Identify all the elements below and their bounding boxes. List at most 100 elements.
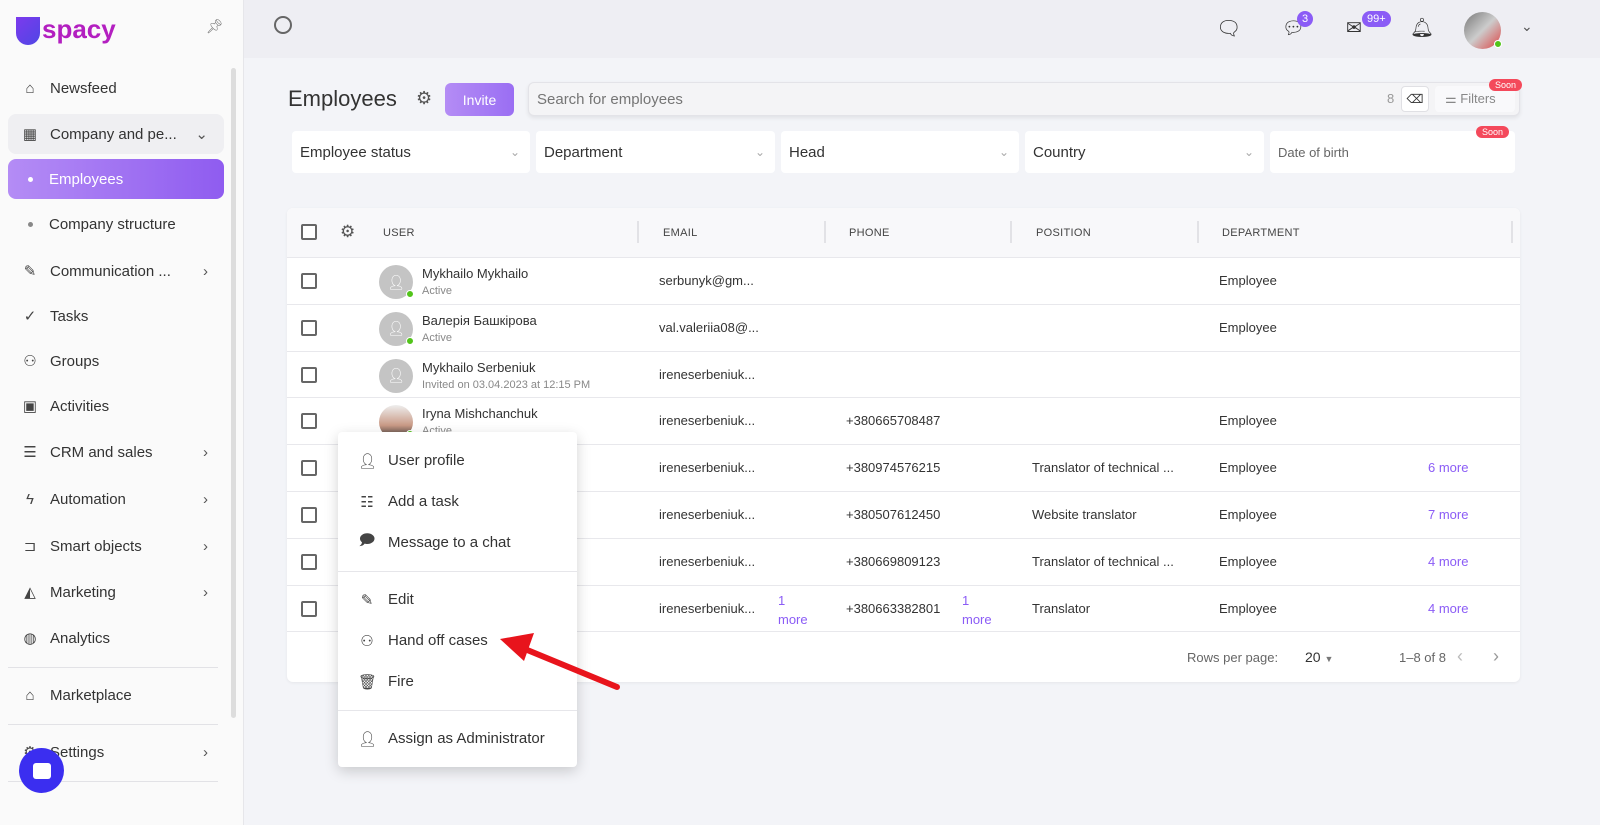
row-checkbox[interactable]	[301, 600, 317, 617]
user-name[interactable]: Mykhailo Serbeniuk	[422, 359, 536, 375]
sidebar-item-smart-objects[interactable]: ⊐ Smart objects ›	[8, 526, 224, 566]
check-circle-icon: ✓	[23, 308, 37, 325]
search-input[interactable]	[537, 89, 1367, 109]
table-row[interactable]: 👤︎ Mykhailo Serbeniuk Invited on 03.04.2…	[287, 350, 1520, 398]
phone-cell: +380663382801	[846, 600, 941, 616]
prev-page-button[interactable]: ‹	[1457, 646, 1463, 666]
avatar[interactable]: 👤︎	[379, 311, 414, 346]
user-avatar[interactable]	[1464, 12, 1502, 49]
table-row[interactable]: 👤︎ Валерія Башкірова Active val.valeriia0…	[287, 303, 1520, 351]
mail-icon[interactable]: ✉︎	[1346, 18, 1362, 39]
user-name[interactable]: Mykhailo Mykhailo	[422, 266, 529, 281]
support-chat-button[interactable]	[19, 748, 64, 793]
user-name[interactable]: Валерія Башкірова	[422, 312, 537, 328]
sidebar-item-marketing[interactable]: ◭ Marketing ›	[8, 572, 224, 612]
divider	[8, 724, 218, 725]
chat-widget-icon	[32, 762, 51, 779]
row-checkbox[interactable]	[301, 273, 317, 289]
page-settings-gear-icon[interactable]: ⚙	[416, 88, 433, 108]
eraser-icon[interactable]: ⌫	[1401, 86, 1429, 112]
phone-cell: +380665708487	[846, 413, 941, 429]
menu-message-chat[interactable]: 🗩︎ Message to a chat	[338, 522, 577, 563]
table-row[interactable]: ireneserbeniuk... +380669809123 Translator…	[287, 537, 1520, 585]
table-row[interactable]: 👤︎ Mykhailo Mykhailo Active serbunyk@gm..…	[287, 257, 1520, 304]
column-resize[interactable]	[1197, 221, 1199, 243]
row-checkbox[interactable]	[301, 366, 317, 383]
department-more-link[interactable]: 4 more	[1428, 600, 1469, 616]
sidebar-item-tasks[interactable]: ✓ Tasks	[8, 296, 224, 336]
department-more-link[interactable]: 6 more	[1428, 460, 1469, 476]
menu-user-profile[interactable]: 👤︎ User profile	[358, 452, 465, 470]
table-row[interactable]: ireneserbeniuk... +380974576215 Translator…	[287, 444, 1520, 491]
sidebar-item-analytics[interactable]: ◍ Analytics	[8, 618, 224, 658]
chevron-down-icon[interactable]: ⌄	[1521, 18, 1533, 34]
position-cell: Translator of technical ...	[1032, 553, 1174, 569]
uspacy-logo[interactable]: spacy	[16, 14, 116, 46]
sidebar-scrollbar[interactable]	[231, 68, 236, 718]
megaphone-icon: ◭	[24, 584, 36, 601]
select-all-checkbox[interactable]	[301, 224, 317, 240]
table-row[interactable]: ireneserbeniuk... 1 more +380663382801 1 mo…	[287, 584, 1520, 632]
sidebar-item-activities[interactable]: ▣ Activities	[8, 386, 224, 426]
sidebar-item-automation[interactable]: ϟ Automation ›	[8, 479, 224, 519]
chevron-down-icon: ⌄	[998, 145, 1009, 159]
row-checkbox[interactable]	[301, 553, 317, 570]
user-transfer-icon: ⚇	[360, 632, 374, 650]
avatar[interactable]: 👤︎	[379, 358, 413, 393]
message-icon[interactable]: 🗨︎	[1216, 18, 1242, 40]
sidebar-item-company-structure[interactable]: Company structure	[8, 204, 224, 244]
row-checkbox[interactable]	[301, 413, 317, 430]
filter-employee-status[interactable]: Employee status ⌄	[292, 131, 530, 173]
next-page-button[interactable]: ›	[1493, 646, 1499, 666]
filter-department[interactable]: Department ⌄	[536, 131, 775, 173]
column-resize[interactable]	[824, 221, 826, 243]
sidebar-item-marketplace[interactable]: ⌂ Marketplace	[8, 675, 224, 715]
pin-icon[interactable]: 📌︎	[206, 18, 224, 34]
sidebar-item-communication[interactable]: ✎ Communication ... ›	[8, 251, 224, 291]
search-icon[interactable]	[274, 16, 292, 34]
menu-add-task[interactable]: ☷ Add a task	[338, 481, 577, 522]
table-row[interactable]: Iryna Mishchanchuk Activeireneserbeniuk.…	[287, 397, 1520, 444]
user-status: Active	[422, 285, 452, 297]
menu-fire[interactable]: 🗑︎ Fire	[358, 673, 414, 691]
header-email[interactable]: EMAIL	[663, 226, 698, 239]
column-resize[interactable]	[1010, 221, 1012, 243]
chevron-down-icon: ⌄	[754, 145, 765, 159]
row-checkbox[interactable]	[301, 507, 317, 523]
online-indicator	[406, 336, 414, 345]
email-more-link[interactable]: 1 more	[778, 592, 808, 627]
columns-gear-icon[interactable]: ⚙	[340, 222, 356, 241]
header-department[interactable]: DEPARTMENT	[1222, 226, 1300, 239]
sidebar-item-groups[interactable]: ⚇ Groups	[8, 341, 224, 381]
sidebar-item-crm[interactable]: ☰ CRM and sales ›	[8, 432, 224, 472]
header-phone[interactable]: PHONE	[849, 226, 890, 239]
filter-date-of-birth[interactable]: Date of birth	[1270, 131, 1515, 173]
department-more-link[interactable]: 7 more	[1428, 507, 1469, 522]
arrow-head	[500, 633, 534, 661]
menu-assign-admin[interactable]: 👤︎ Assign as Administrator	[358, 730, 545, 748]
avatar[interactable]: 👤︎	[379, 265, 414, 299]
user-status: Active	[422, 331, 452, 344]
bell-icon[interactable]: 🔔︎	[1410, 18, 1435, 39]
header-position[interactable]: POSITION	[1036, 226, 1091, 239]
header-user[interactable]: USER	[383, 226, 415, 239]
menu-hand-off-cases[interactable]: ⚇ Hand off cases	[338, 620, 577, 661]
phone-more-link[interactable]: 1 more	[962, 592, 992, 627]
rows-per-page-select[interactable]: 20 ▼	[1305, 649, 1334, 665]
filter-country[interactable]: Country ⌄	[1025, 131, 1264, 173]
department-more-link[interactable]: 4 more	[1428, 553, 1469, 569]
invite-button[interactable]: Invite	[445, 83, 514, 116]
row-checkbox[interactable]	[301, 319, 317, 336]
user-name[interactable]: Iryna Mishchanchuk	[422, 406, 538, 422]
sidebar-item-company[interactable]: ▦ Company and pe... ⌄	[8, 114, 224, 154]
filter-head[interactable]: Head ⌄	[781, 131, 1019, 173]
column-resize[interactable]	[1511, 221, 1513, 243]
column-resize[interactable]	[637, 221, 639, 243]
chats-badge: 3	[1297, 11, 1314, 27]
sidebar-item-newsfeed[interactable]: ⌂ Newsfeed	[8, 68, 224, 108]
menu-edit[interactable]: ✎ Edit	[338, 579, 577, 620]
row-checkbox[interactable]	[301, 460, 317, 477]
email-cell: ireneserbeniuk...	[659, 553, 756, 569]
sidebar-item-employees[interactable]: Employees	[8, 159, 224, 199]
table-row[interactable]: ireneserbeniuk... +380507612450 Website tr…	[287, 491, 1520, 538]
